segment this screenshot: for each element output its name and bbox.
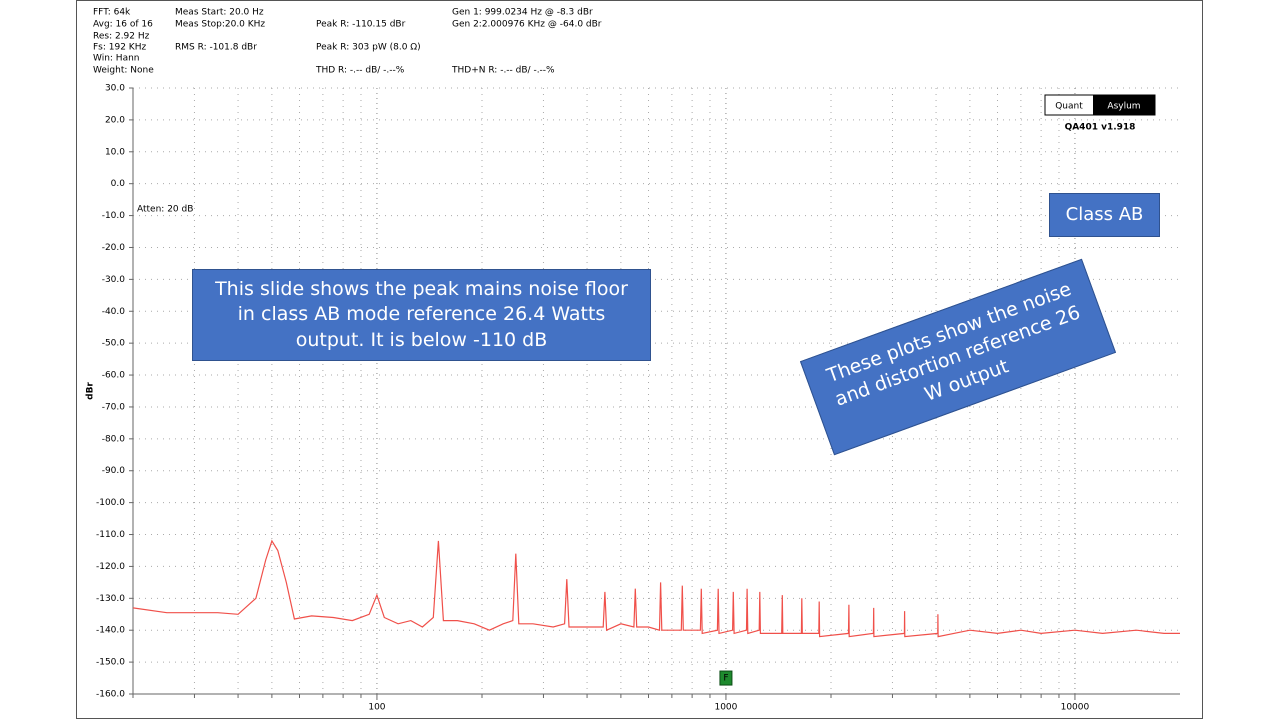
info-text: Win: Hann bbox=[93, 54, 140, 64]
y-tick-label: -60.0 bbox=[102, 371, 126, 381]
y-tick-label: -50.0 bbox=[102, 339, 126, 349]
y-tick-label: 0.0 bbox=[111, 179, 126, 189]
y-tick-label: -10.0 bbox=[102, 211, 126, 221]
info-text: THD R: -.-- dB/ -.--% bbox=[315, 66, 405, 76]
y-tick-label: -140.0 bbox=[96, 626, 125, 636]
info-text: FFT: 64k bbox=[93, 8, 131, 18]
x-tick-label: 10000 bbox=[1061, 703, 1090, 713]
version-label: QA401 v1.918 bbox=[1065, 123, 1136, 133]
y-tick-label: -120.0 bbox=[96, 562, 125, 572]
info-text: RMS R: -101.8 dBr bbox=[175, 43, 257, 53]
info-text: Fs: 192 KHz bbox=[93, 43, 146, 53]
y-axis-label: dBr bbox=[86, 382, 96, 400]
annotation-box: This slide shows the peak mains noise fl… bbox=[192, 269, 651, 361]
series-line bbox=[132, 539, 1180, 638]
info-text: Res: 2.92 Hz bbox=[93, 32, 150, 42]
x-tick-label: 1000 bbox=[714, 703, 737, 713]
frequency-marker bbox=[719, 670, 733, 686]
info-text: Gen 1: 999.0234 Hz @ -8.3 dBr bbox=[452, 8, 593, 18]
y-tick-label: -80.0 bbox=[102, 434, 126, 444]
y-tick-label: -100.0 bbox=[96, 498, 125, 508]
y-tick-label: -130.0 bbox=[96, 594, 125, 604]
y-tick-label: -30.0 bbox=[102, 275, 126, 285]
logo-dark bbox=[1093, 95, 1155, 115]
y-tick-label: 30.0 bbox=[105, 84, 125, 94]
y-tick-label: -90.0 bbox=[102, 466, 126, 476]
y-tick-label: -110.0 bbox=[96, 530, 125, 540]
info-text: Peak R: 303 pW (8.0 Ω) bbox=[316, 43, 421, 53]
atten-label: Atten: 20 dB bbox=[137, 205, 193, 215]
info-text: THD+N R: -.-- dB/ -.--% bbox=[451, 66, 555, 76]
info-text: Peak R: -110.15 dBr bbox=[316, 20, 406, 30]
info-text: Avg: 16 of 16 bbox=[93, 20, 153, 30]
frame bbox=[76, 0, 1203, 719]
x-tick-label: 100 bbox=[368, 703, 385, 713]
y-tick-label: -160.0 bbox=[96, 690, 125, 700]
info-text: Meas Start: 20.0 Hz bbox=[175, 8, 264, 18]
info-text: Meas Stop:20.0 KHz bbox=[175, 20, 265, 30]
marker-label: F bbox=[723, 674, 728, 684]
logo-text: Asylum bbox=[1107, 102, 1140, 112]
info-text: Weight: None bbox=[93, 66, 154, 76]
y-tick-label: -40.0 bbox=[102, 307, 126, 317]
annotation-box: Class AB bbox=[1049, 193, 1160, 237]
info-text: Gen 2:2.000976 KHz @ -64.0 dBr bbox=[452, 20, 602, 30]
y-tick-label: 10.0 bbox=[105, 147, 125, 157]
y-tick-label: -20.0 bbox=[102, 243, 126, 253]
y-tick-label: 20.0 bbox=[105, 115, 125, 125]
logo-text: Quant bbox=[1055, 102, 1083, 112]
y-tick-label: -70.0 bbox=[102, 402, 126, 412]
y-tick-label: -150.0 bbox=[96, 658, 125, 668]
